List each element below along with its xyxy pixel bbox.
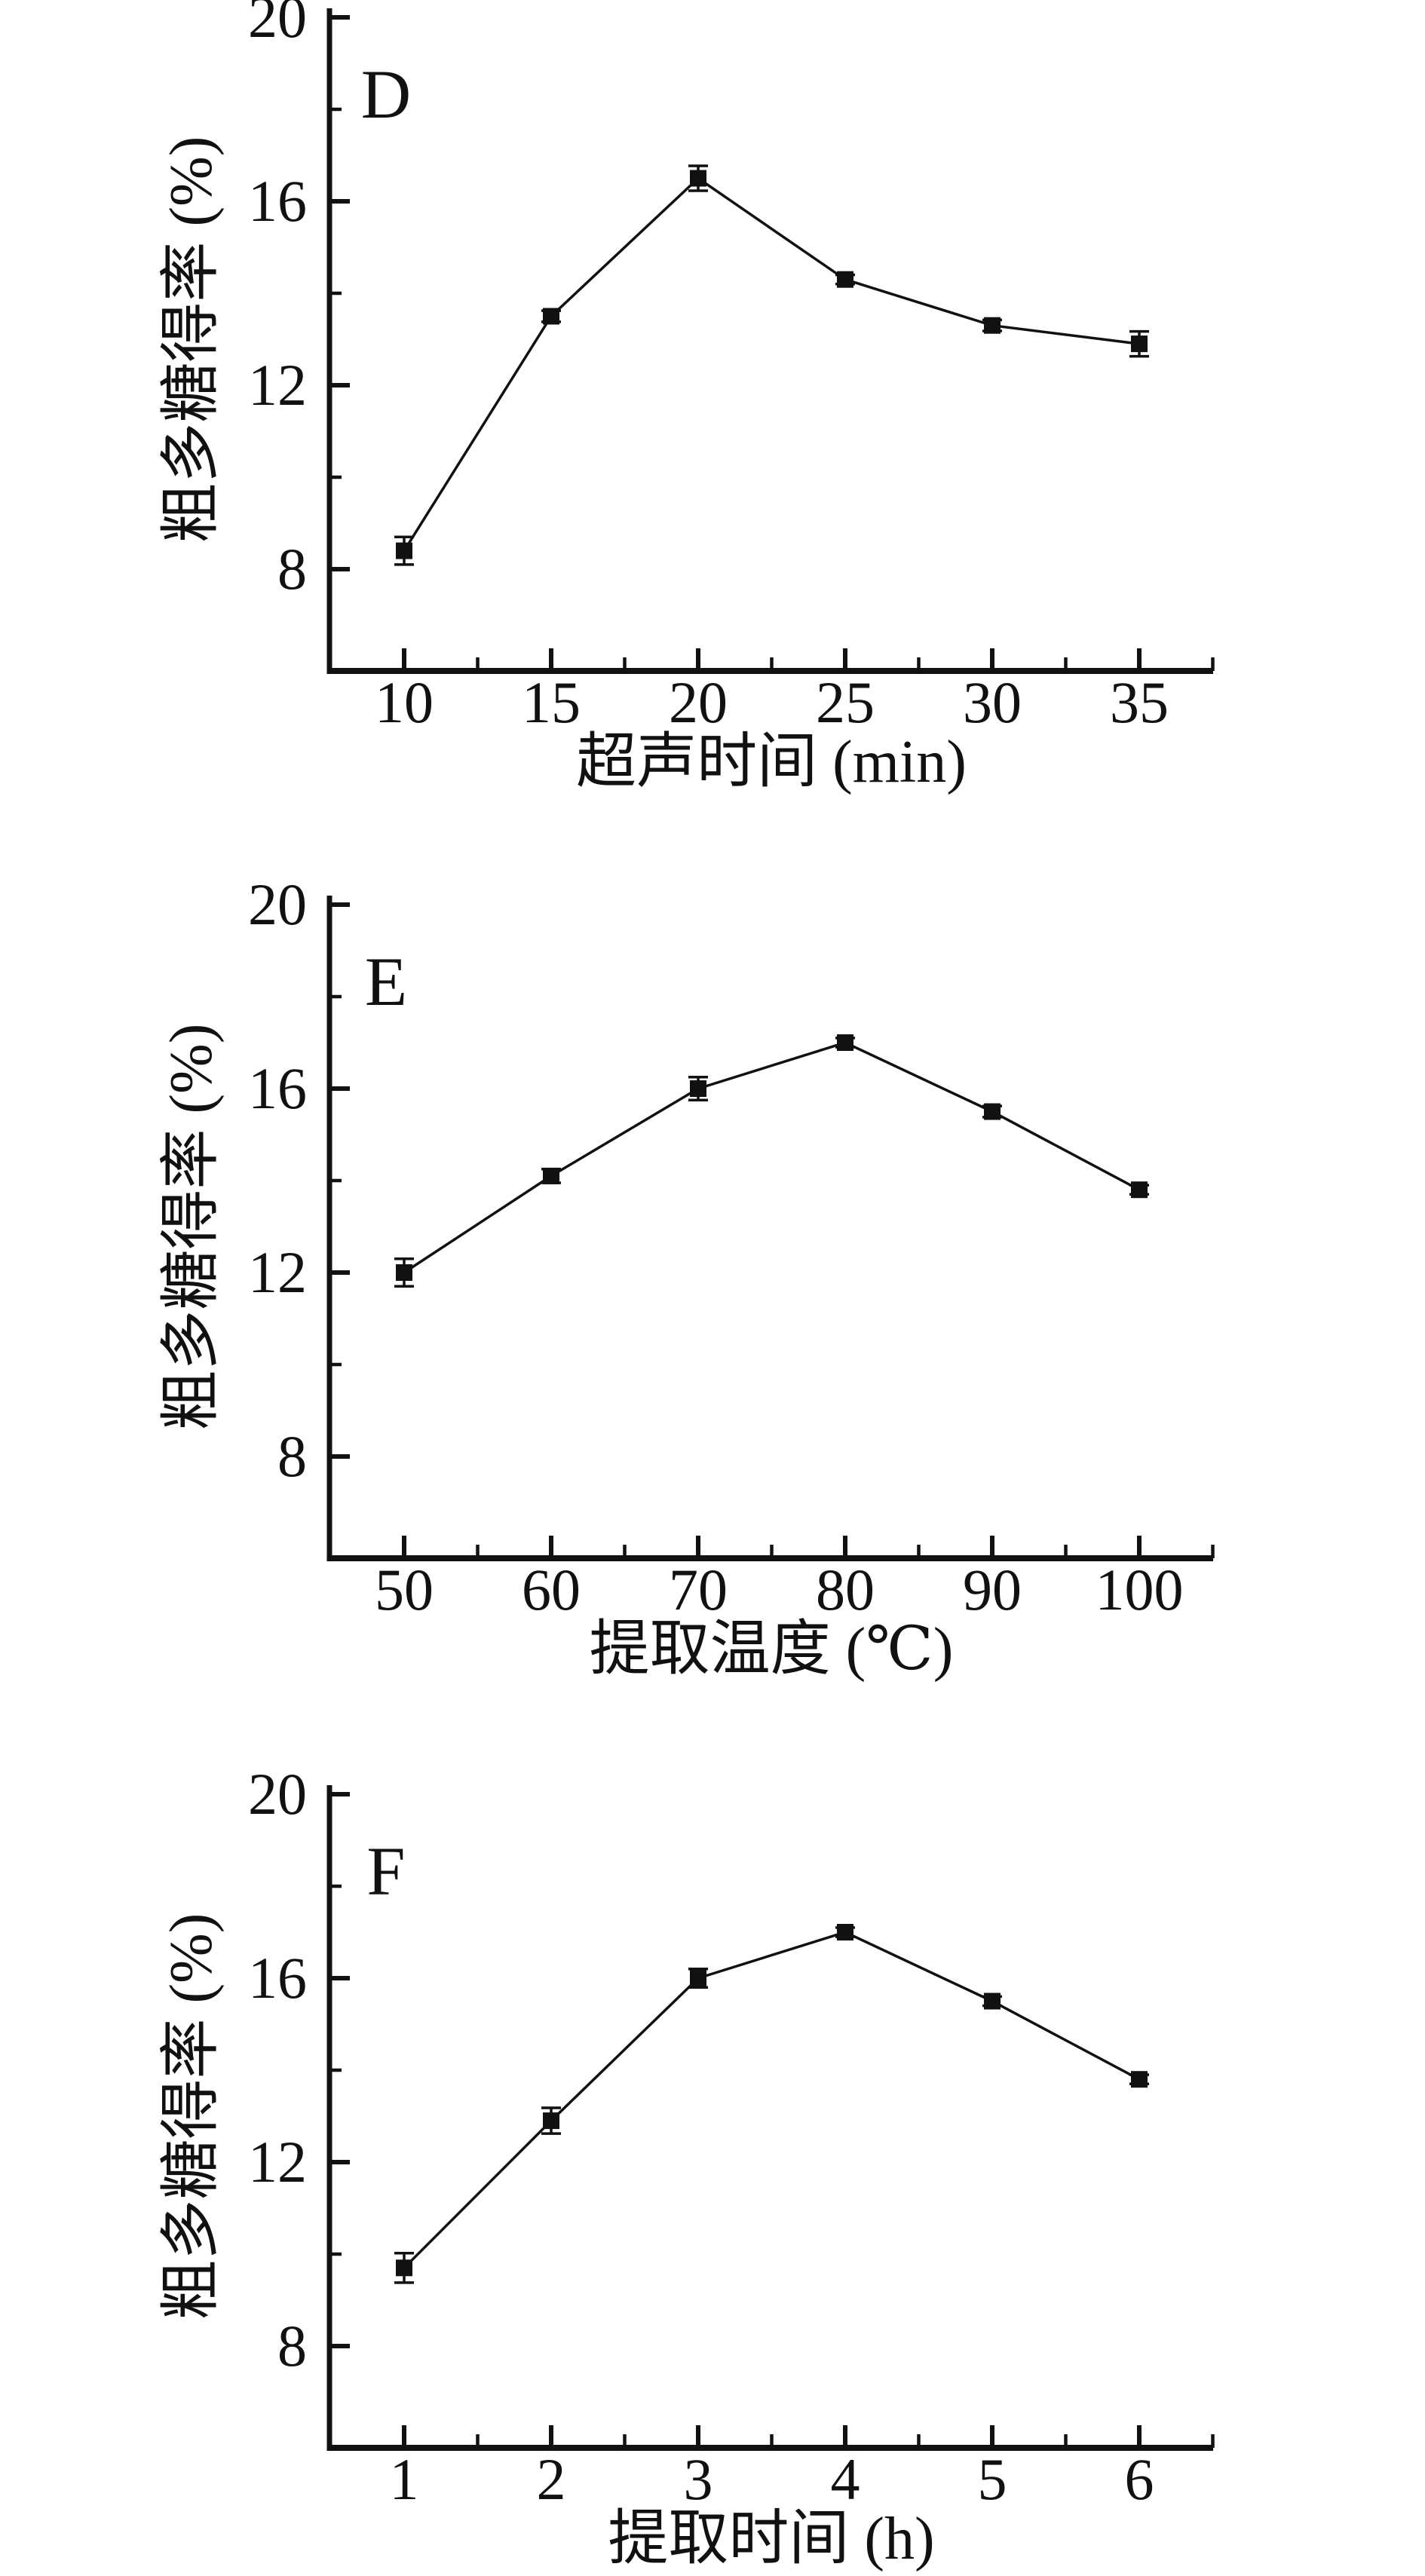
x-tick-label: 20	[669, 669, 728, 735]
panel-label: E	[365, 943, 407, 1020]
data-point	[1131, 1181, 1148, 1199]
data-point	[690, 170, 706, 187]
y-tick-label: 16	[248, 1945, 307, 2011]
x-axis-title: 提取时间 (h)	[608, 2506, 934, 2572]
x-tick-label: 30	[963, 669, 1022, 735]
x-tick-label: 1	[390, 2446, 419, 2512]
data-point	[543, 2112, 559, 2130]
data-point	[690, 1080, 706, 1097]
x-tick-label: 3	[684, 2446, 713, 2512]
x-tick-label: 10	[375, 669, 434, 735]
x-tick-label: 25	[816, 669, 875, 735]
y-tick-label: 8	[277, 536, 307, 602]
panel-label: D	[361, 56, 411, 133]
data-point	[984, 1103, 1001, 1120]
x-tick-label: 35	[1110, 669, 1169, 735]
x-tick-label: 6	[1125, 2446, 1154, 2512]
data-point	[1131, 335, 1148, 353]
y-tick-label: 12	[248, 352, 307, 418]
x-axis-title: 提取温度 (℃)	[590, 1616, 954, 1683]
series-line	[403, 1931, 1140, 2269]
x-tick-label: 80	[816, 1557, 875, 1622]
data-point	[984, 317, 1001, 334]
y-tick-label: 20	[248, 0, 307, 50]
y-axis-title: 粗多糖得率 (%)	[158, 1024, 225, 1431]
y-tick-label: 8	[277, 1423, 307, 1489]
x-tick-label: 4	[831, 2446, 860, 2512]
data-point	[543, 1167, 559, 1184]
x-tick-label: 50	[375, 1557, 434, 1622]
data-point	[837, 1924, 853, 1940]
data-point	[396, 2259, 412, 2277]
data-point	[1131, 2071, 1148, 2088]
x-tick-label: 60	[522, 1557, 581, 1622]
x-tick-label: 2	[537, 2446, 566, 2512]
y-tick-label: 16	[248, 168, 307, 234]
y-tick-label: 16	[248, 1055, 307, 1121]
data-point	[837, 271, 853, 288]
y-tick-label: 12	[248, 2129, 307, 2195]
data-point	[690, 1970, 706, 1986]
y-tick-label: 8	[277, 2313, 307, 2378]
data-point	[984, 1992, 1001, 2010]
y-tick-label: 20	[248, 1761, 307, 1827]
chart-panel-D: 8 12 16 20 10 15 20 25 30 35 D 超声时间 (min) 粗多糖得率 (%)	[158, 0, 1215, 795]
x-tick-label: 100	[1096, 1557, 1184, 1622]
x-tick-label: 90	[963, 1557, 1022, 1622]
panel-label: F	[366, 1833, 405, 1910]
chart-panel-E: 8 12 16 20 50 60 70 80 90 100 E 提取温度 (℃) 粗多糖得率 (%)	[158, 871, 1215, 1683]
x-tick-label: 70	[669, 1557, 728, 1622]
data-point	[396, 542, 412, 559]
data-point	[837, 1034, 853, 1051]
series-line	[403, 1041, 1140, 1274]
series-line	[403, 176, 1140, 552]
data-point	[396, 1264, 412, 1281]
data-point	[543, 308, 559, 325]
x-axis-title: 超声时间 (min)	[576, 729, 967, 795]
x-tick-label: 15	[522, 669, 581, 735]
y-axis-title: 粗多糖得率 (%)	[158, 1913, 225, 2320]
x-tick-label: 5	[978, 2446, 1007, 2512]
y-tick-label: 12	[248, 1239, 307, 1305]
y-axis-title: 粗多糖得率 (%)	[158, 136, 225, 544]
y-tick-label: 20	[248, 871, 307, 937]
